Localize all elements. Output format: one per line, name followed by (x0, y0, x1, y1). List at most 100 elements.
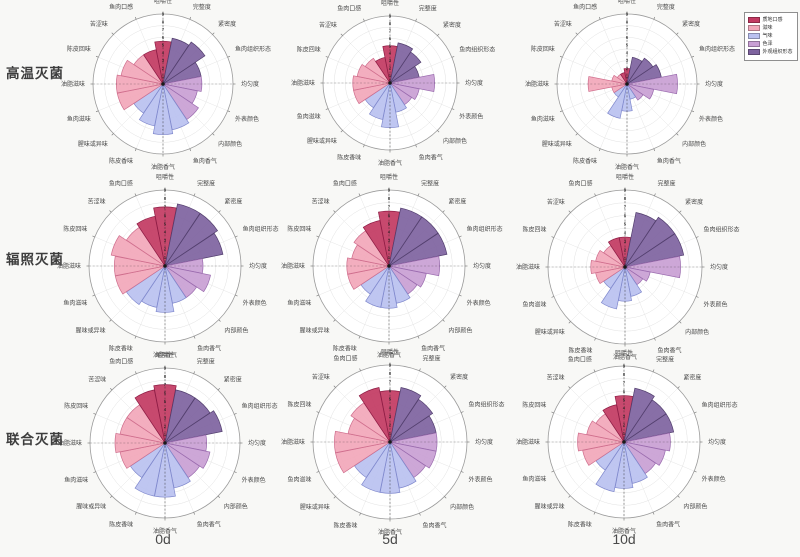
svg-text:油脂滋味: 油脂滋味 (516, 263, 540, 271)
svg-text:均匀度: 均匀度 (473, 262, 491, 270)
svg-text:5: 5 (623, 397, 626, 402)
svg-text:油脂滋味: 油脂滋味 (516, 438, 540, 446)
svg-text:3: 3 (389, 58, 392, 63)
svg-text:紧密度: 紧密度 (218, 20, 236, 28)
svg-text:9: 9 (389, 14, 392, 19)
svg-text:鱼肉组织形态: 鱼肉组织形态 (699, 45, 735, 53)
svg-text:完整度: 完整度 (197, 179, 215, 187)
svg-text:陈皮回味: 陈皮回味 (297, 45, 321, 53)
svg-text:苦涩味: 苦涩味 (90, 20, 108, 28)
svg-text:苦涩味: 苦涩味 (319, 21, 337, 29)
svg-text:完整度: 完整度 (193, 3, 211, 11)
svg-text:6: 6 (626, 35, 629, 40)
rose-chart-combined-0d: 1 2 3 4 5 6 7 8 9 咀嚼性 完整度 紧密度 鱼肉组织形态 均匀度 外表颜色 内部颜色 鱼肉香气油… (47, 351, 283, 537)
svg-text:8: 8 (388, 196, 391, 201)
svg-text:鱼肉组织形态: 鱼肉组织形态 (242, 402, 278, 410)
svg-text:完整度: 完整度 (197, 357, 215, 365)
svg-text:3: 3 (164, 238, 167, 243)
svg-text:4: 4 (624, 230, 627, 235)
svg-text:腥味或异味: 腥味或异味 (76, 326, 106, 334)
svg-text:7: 7 (162, 27, 165, 32)
svg-text:内部颜色: 内部颜色 (682, 140, 706, 148)
svg-text:2: 2 (164, 424, 167, 429)
column-label-0d: 0d (155, 531, 171, 547)
svg-text:9: 9 (624, 188, 627, 193)
column-label-10d: 10d (612, 531, 636, 547)
svg-text:紧密度: 紧密度 (683, 374, 701, 382)
svg-text:5: 5 (389, 397, 392, 402)
svg-text:1: 1 (389, 73, 392, 78)
svg-text:6: 6 (388, 213, 391, 218)
svg-text:9: 9 (388, 188, 391, 193)
svg-text:外表颜色: 外表颜色 (704, 301, 728, 309)
svg-text:1: 1 (162, 74, 165, 79)
svg-text:鱼肉香气: 鱼肉香气 (419, 153, 443, 161)
svg-text:鱼肉香气: 鱼肉香气 (421, 345, 445, 353)
svg-text:咀嚼性: 咀嚼性 (381, 348, 399, 356)
svg-text:陈皮香味: 陈皮香味 (337, 153, 361, 161)
svg-text:5: 5 (164, 221, 167, 226)
svg-text:3: 3 (623, 414, 626, 419)
svg-text:鱼肉香气: 鱼肉香气 (423, 522, 447, 530)
svg-text:7: 7 (389, 28, 392, 33)
svg-text:油脂香气: 油脂香气 (151, 163, 175, 171)
legend-item-label: 外观组织形态 (762, 48, 793, 55)
svg-text:油脂滋味: 油脂滋味 (61, 80, 85, 88)
svg-text:鱼肉组织形态: 鱼肉组织形态 (243, 225, 279, 233)
svg-text:鱼肉香气: 鱼肉香气 (197, 345, 221, 353)
svg-text:陈皮回味: 陈皮回味 (522, 225, 546, 233)
svg-text:9: 9 (164, 188, 167, 193)
svg-text:鱼肉滋味: 鱼肉滋味 (64, 476, 88, 484)
svg-text:内部颜色: 内部颜色 (685, 328, 709, 336)
svg-text:8: 8 (389, 21, 392, 26)
legend-swatch-odor (748, 32, 760, 39)
legend-item-taste: 滋味 (748, 24, 794, 31)
svg-text:紧密度: 紧密度 (685, 198, 703, 206)
legend-item-label: 气味 (762, 32, 773, 39)
svg-text:鱼肉口感: 鱼肉口感 (333, 179, 357, 187)
row-label-high-temp-sterilization: 高温灭菌 (6, 66, 64, 81)
svg-text:咀嚼性: 咀嚼性 (616, 173, 634, 181)
svg-text:1: 1 (624, 256, 627, 261)
svg-text:鱼肉组织形态: 鱼肉组织形态 (459, 45, 495, 53)
svg-text:咀嚼性: 咀嚼性 (618, 0, 636, 5)
svg-text:1: 1 (164, 255, 167, 260)
svg-text:2: 2 (164, 247, 167, 252)
svg-text:陈皮回味: 陈皮回味 (522, 401, 546, 409)
svg-text:6: 6 (164, 213, 167, 218)
svg-text:陈皮香味: 陈皮香味 (109, 521, 133, 529)
svg-text:外表颜色: 外表颜色 (699, 115, 723, 123)
svg-text:8: 8 (623, 372, 626, 377)
svg-text:8: 8 (164, 196, 167, 201)
svg-text:1: 1 (389, 431, 392, 436)
svg-text:紧密度: 紧密度 (448, 198, 466, 206)
svg-text:3: 3 (164, 416, 167, 421)
svg-text:鱼肉滋味: 鱼肉滋味 (287, 476, 311, 484)
legend-swatch-appearance (748, 48, 760, 55)
svg-text:2: 2 (624, 247, 627, 252)
svg-text:均匀度: 均匀度 (708, 438, 726, 446)
svg-text:腥味或异味: 腥味或异味 (76, 503, 106, 511)
svg-text:内部颜色: 内部颜色 (218, 140, 242, 148)
rose-chart-high-temp-0d: 1 2 3 4 5 6 7 8 9 咀嚼性 完整度 紧密度 鱼肉组织形态 均匀度 外表颜色 内部颜色 鱼肉香气油… (45, 0, 281, 178)
svg-text:油脂滋味: 油脂滋味 (58, 439, 82, 447)
svg-text:外表颜色: 外表颜色 (459, 113, 483, 121)
svg-text:完整度: 完整度 (656, 355, 674, 363)
svg-text:腥味或异味: 腥味或异味 (535, 328, 565, 336)
svg-text:均匀度: 均匀度 (475, 438, 493, 446)
legend-swatch-taste (748, 24, 760, 31)
svg-text:6: 6 (623, 389, 626, 394)
svg-text:鱼肉滋味: 鱼肉滋味 (287, 299, 311, 307)
svg-text:1: 1 (623, 431, 626, 436)
svg-text:8: 8 (624, 196, 627, 201)
svg-text:陈皮回味: 陈皮回味 (287, 225, 311, 233)
svg-text:油脂香气: 油脂香气 (377, 351, 401, 359)
svg-text:鱼肉组织形态: 鱼肉组织形态 (469, 400, 505, 408)
column-label-5d: 5d (382, 531, 398, 547)
svg-text:腥味或异味: 腥味或异味 (300, 326, 330, 334)
svg-text:4: 4 (626, 50, 629, 55)
svg-text:鱼肉滋味: 鱼肉滋味 (531, 115, 555, 123)
svg-text:咀嚼性: 咀嚼性 (154, 0, 172, 5)
svg-text:5: 5 (164, 399, 167, 404)
svg-text:油脂滋味: 油脂滋味 (525, 80, 549, 88)
